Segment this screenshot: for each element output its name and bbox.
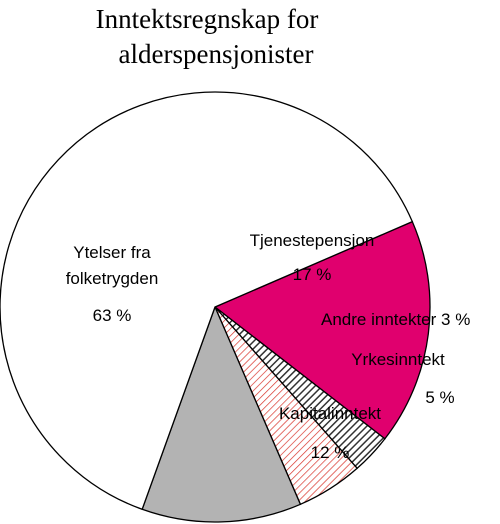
slice-label-folketrygden-line-1: Ytelser fra — [73, 243, 151, 262]
pie-slice-tjenestepensjon — [213, 220, 431, 440]
slice-label-kapitalinntekt: Kapitalinntekt — [279, 404, 381, 423]
slice-value-yrkesinntekt: 5 % — [425, 388, 454, 407]
slice-value-tjenestepensjon: 17 % — [293, 265, 332, 284]
slice-label-folketrygden-line-2: folketrygden — [66, 269, 159, 288]
slice-label-yrkesinntekt: Yrkesinntekt — [351, 350, 445, 369]
pie-slices — [0, 91, 431, 523]
pie-slice-kapitalinntekt — [141, 305, 302, 523]
slice-label-andre-inntekter: Andre inntekter 3 % — [321, 310, 470, 329]
pie-slice-folketrygden — [0, 91, 414, 511]
slice-value-folketrygden: 63 % — [93, 306, 132, 325]
pie-labels: Tjenestepensjon 17 % Andre inntekter 3 % Yr… — [66, 231, 471, 462]
slice-label-tjenestepensjon: Tjenestepensjon — [250, 231, 375, 250]
chart-title-line-1: Inntektsregnskap for — [96, 4, 319, 34]
chart-title-line-2: alderspensjonister — [119, 39, 314, 69]
slice-value-kapitalinntekt: 12 % — [311, 443, 350, 462]
